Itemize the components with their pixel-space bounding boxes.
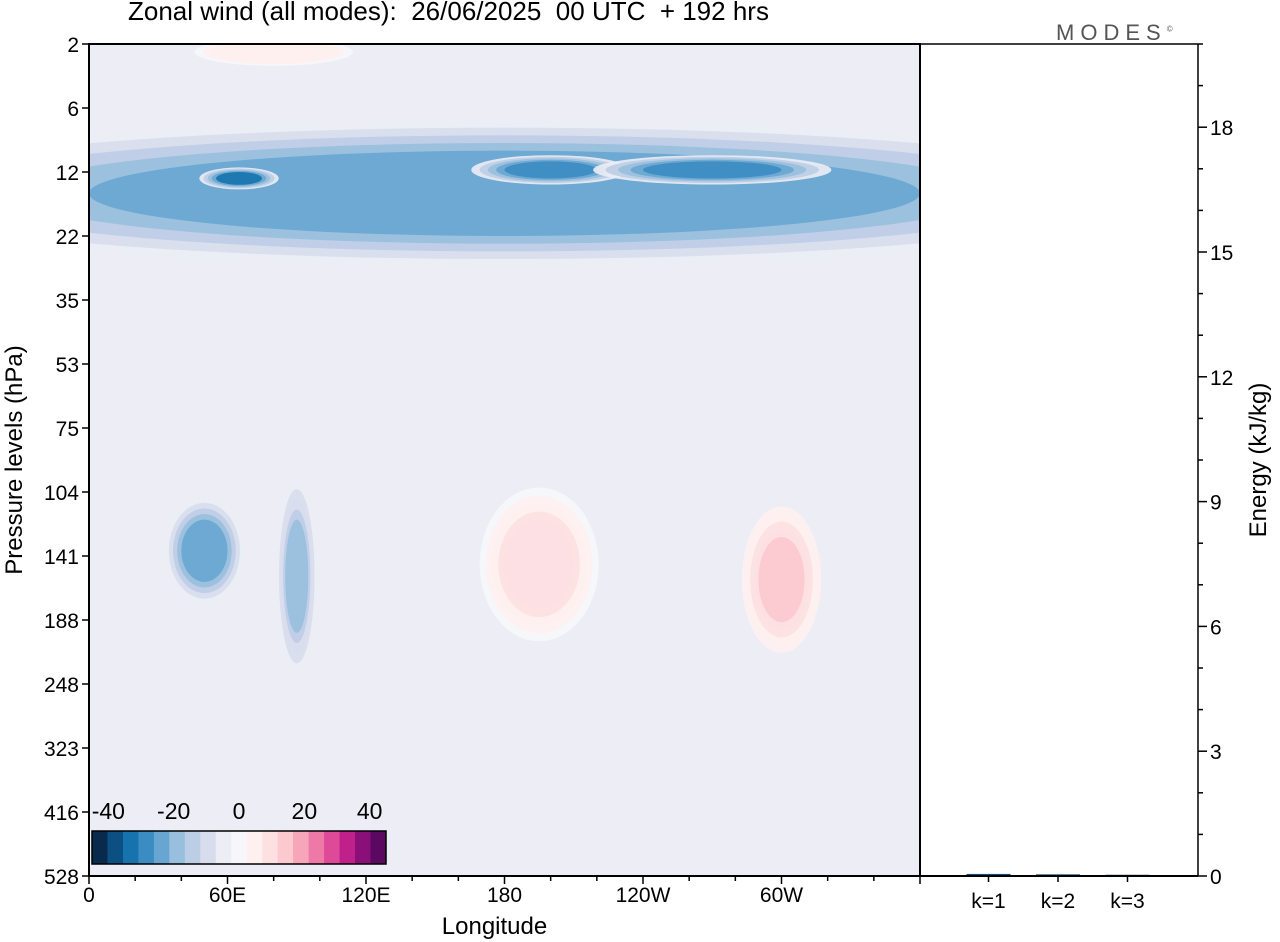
energy-y-tick-label: 0: [1210, 866, 1222, 889]
colorbar-swatch: [308, 831, 325, 864]
logo-text: MODES: [1056, 20, 1167, 45]
energy-y-tick-label: 6: [1210, 616, 1222, 639]
modes-logo: MODES©: [1056, 20, 1173, 46]
energy-axes: k=1 k=2 k=3 0 3 6 9 12 15 18 Energy (kJ/kg): [919, 43, 1272, 913]
colorbar-swatch: [122, 831, 139, 864]
colorbar-swatch: [293, 831, 310, 864]
energy-y-tick-label: 9: [1210, 492, 1222, 515]
heatmap-field: [89, 44, 920, 876]
x-tick-label: 180: [487, 884, 522, 907]
colorbar-swatch: [231, 831, 248, 864]
colorbar-tick-label: -40: [92, 798, 125, 824]
y-tick-label: 141: [44, 546, 79, 569]
heatmap-contour-6-4: [504, 519, 574, 610]
colorbar-tick-label: 0: [233, 798, 246, 824]
energy-y-tick-label: 18: [1210, 117, 1233, 140]
energy-bars: [920, 44, 1198, 877]
energy-y-tick-label: 12: [1210, 367, 1233, 390]
colorbar-swatch: [370, 831, 387, 864]
colorbar: -40 -20 0 20 40: [91, 798, 387, 865]
colorbar-swatch: [107, 831, 124, 864]
y-tick-label: 104: [44, 482, 79, 505]
y-tick-label: 22: [56, 226, 79, 249]
colorbar-swatch: [184, 831, 201, 864]
y-tick-label: 323: [44, 738, 79, 761]
colorbar-swatch: [138, 831, 155, 864]
colorbar-tick-label: -20: [157, 798, 190, 824]
colorbar-swatch: [355, 831, 372, 864]
heatmap-contour-2-4: [504, 161, 597, 179]
x-tick-label: 0: [83, 884, 95, 907]
y-tick-label: 248: [44, 674, 79, 697]
energy-category-label: k=2: [1041, 890, 1075, 913]
energy-category-label: k=1: [971, 890, 1005, 913]
energy-y-tick-label: 3: [1210, 741, 1222, 764]
heatmap-contour-4-4: [181, 519, 228, 582]
chart-title: Zonal wind (all modes): 26/06/2025 00 UT…: [128, 0, 769, 26]
heatmap-contour-7-4: [758, 536, 805, 623]
energy-axis-label: Energy (kJ/kg): [1245, 383, 1272, 538]
colorbar-swatch: [215, 831, 232, 864]
x-tick-label: 60E: [209, 884, 246, 907]
y-tick-label: 75: [56, 418, 79, 441]
y-tick-label: 416: [44, 802, 79, 825]
colorbar-swatch: [200, 831, 217, 864]
y-tick-label: 6: [67, 98, 79, 121]
colorbar-swatch: [246, 831, 263, 864]
y-axis-label: Pressure levels (hPa): [1, 345, 28, 574]
x-tick-label: 60W: [760, 884, 803, 907]
x-tick-label: 120W: [616, 884, 671, 907]
colorbar-frame: [91, 830, 387, 865]
colorbar-swatch: [92, 831, 108, 864]
colorbar-swatch: [277, 831, 294, 864]
y-tick-label: 188: [44, 610, 79, 633]
energy-panel-bg: [920, 44, 1198, 876]
colorbar-tick-label: 40: [357, 798, 383, 824]
colorbar-swatch: [262, 831, 279, 864]
x-tick-label: 120E: [341, 884, 390, 907]
y-tick-label: 528: [44, 866, 79, 889]
logo-mark: ©: [1166, 24, 1173, 34]
energy-y-tick-label: 15: [1210, 242, 1233, 265]
x-axis-label: Longitude: [442, 913, 547, 940]
heatmap-contour-3-4: [643, 161, 782, 179]
colorbar-swatch: [153, 831, 170, 864]
heatmap-contour-8-4: [227, 44, 320, 60]
colorbar-swatch: [324, 831, 341, 864]
heatmap-contour-1-4: [215, 172, 263, 185]
colorbar-swatch: [169, 831, 186, 864]
y-tick-label: 12: [56, 162, 79, 185]
energy-category-label: k=3: [1110, 890, 1144, 913]
y-tick-label: 35: [56, 290, 79, 313]
colorbar-swatch: [339, 831, 356, 864]
colorbar-tick-label: 20: [292, 798, 318, 824]
y-tick-label: 53: [56, 354, 79, 377]
y-tick-label: 2: [67, 34, 79, 57]
heatmap-contour-5-4: [285, 519, 309, 633]
energy-bar: [966, 873, 1011, 876]
